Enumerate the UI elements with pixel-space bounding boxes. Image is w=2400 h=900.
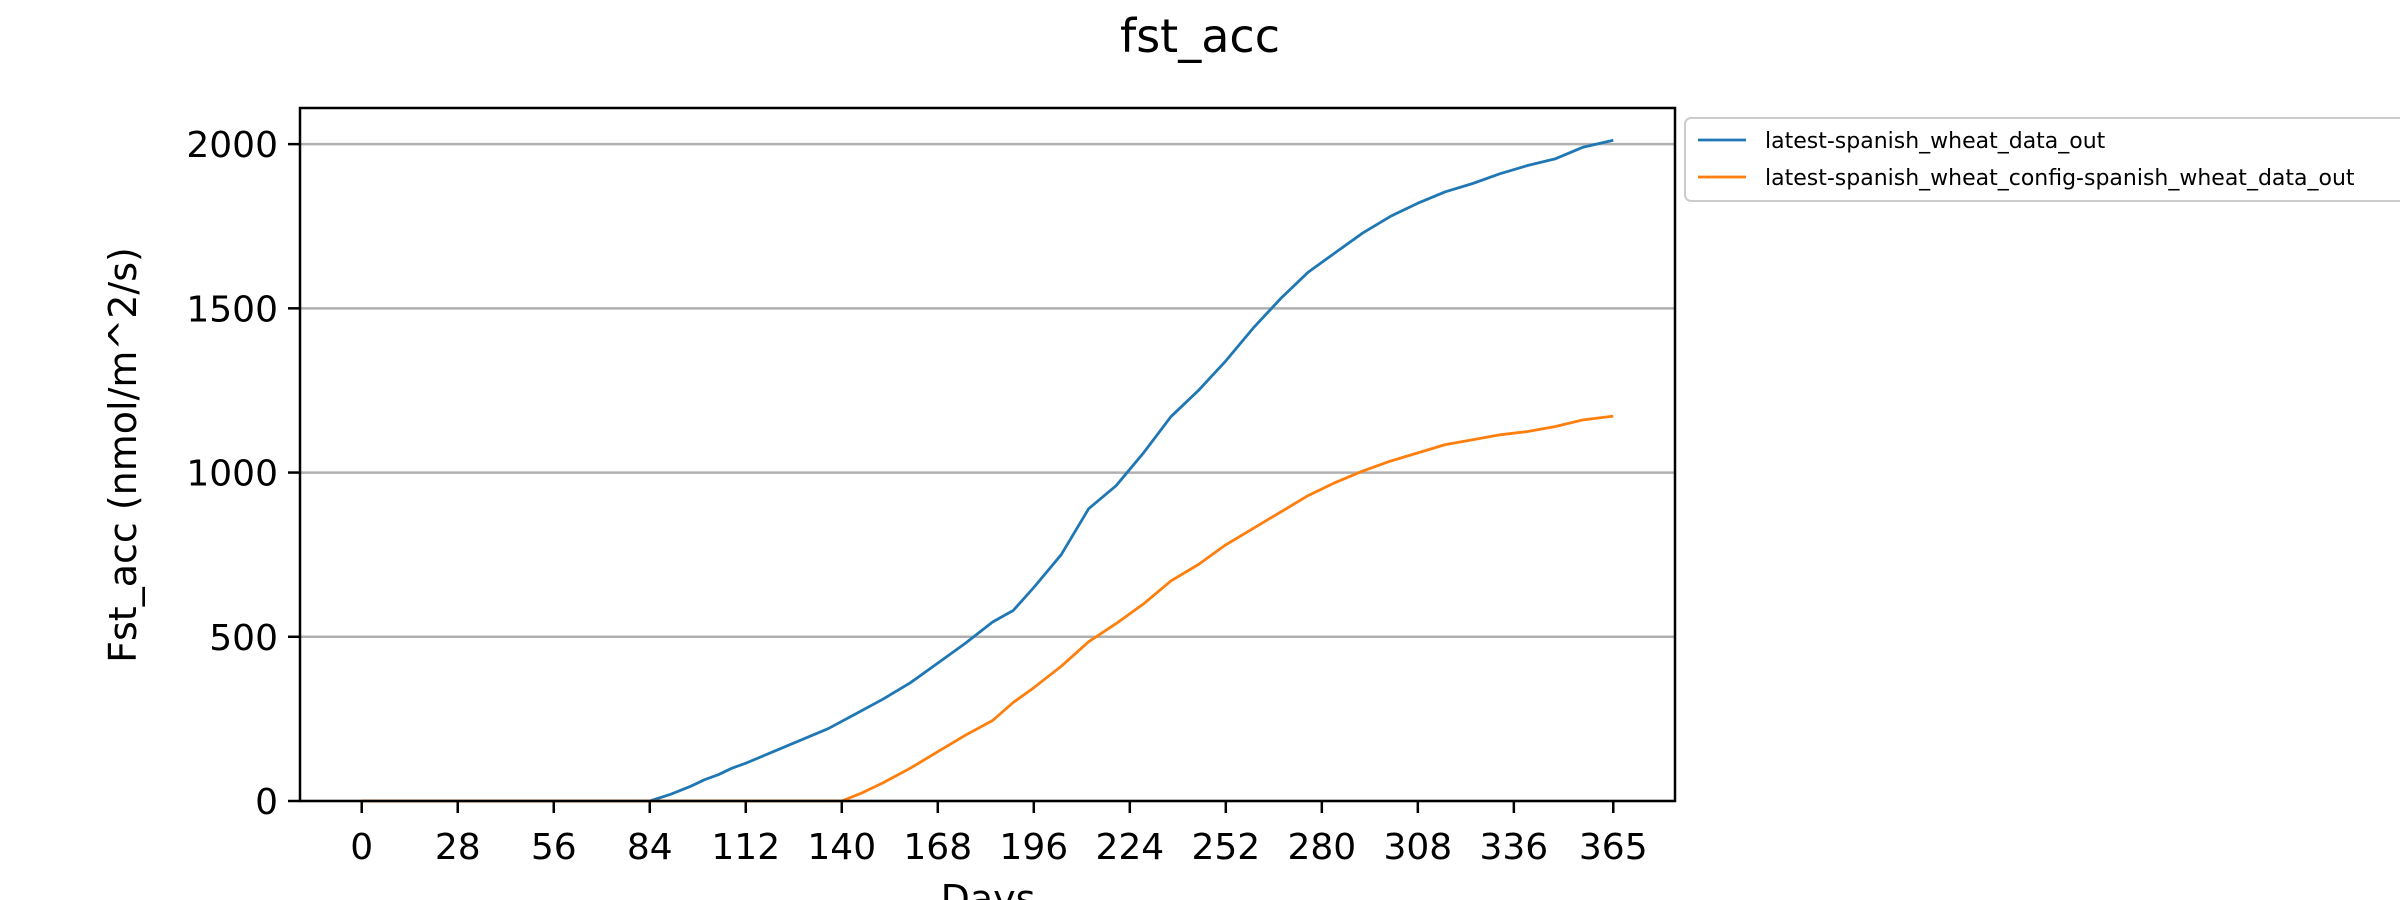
x-tick-label: 308 xyxy=(1383,827,1452,868)
chart-title: fst_acc xyxy=(1120,9,1280,63)
x-tick-label: 84 xyxy=(627,827,673,868)
x-axis: 0 28 56 84 112 140 168 196 224 252 280 308 336 365 xyxy=(350,801,1648,868)
x-tick-label: 0 xyxy=(350,827,373,868)
y-axis: 0 500 1000 1500 2000 xyxy=(186,125,300,823)
y-axis-label: Fst_acc (nmol/m^2/s) xyxy=(101,247,145,663)
y-tick-label: 500 xyxy=(209,618,278,659)
x-tick-label: 168 xyxy=(903,827,972,868)
series-line-1 xyxy=(361,138,1614,803)
legend-frame xyxy=(1684,117,2400,202)
y-tick-label: 0 xyxy=(255,782,278,823)
series-line-2 xyxy=(361,414,1614,803)
x-axis-label: Days xyxy=(941,877,1036,900)
x-tick-label: 336 xyxy=(1479,827,1548,868)
plot-series xyxy=(361,138,1614,803)
x-tick-label: 56 xyxy=(531,827,577,868)
y-tick-label: 1000 xyxy=(186,454,278,495)
x-tick-label: 252 xyxy=(1191,827,1260,868)
legend-label-1: latest-spanish_wheat_data_out xyxy=(1765,129,2106,154)
legend-label-2: latest-spanish_wheat_config-spanish_whea… xyxy=(1765,166,2355,191)
x-tick-label: 28 xyxy=(435,827,481,868)
x-tick-label: 196 xyxy=(999,827,1068,868)
x-tick-label: 280 xyxy=(1287,827,1356,868)
grid-lines xyxy=(300,142,1675,803)
x-tick-label: 140 xyxy=(807,827,876,868)
plot-area-frame xyxy=(298,106,1677,803)
x-tick-label: 224 xyxy=(1095,827,1164,868)
x-tick-label: 112 xyxy=(711,827,780,868)
y-tick-label: 1500 xyxy=(186,289,278,330)
legend: latest-spanish_wheat_data_out latest-span… xyxy=(1684,117,2400,202)
y-tick-label: 2000 xyxy=(186,125,278,166)
x-tick-label: 365 xyxy=(1579,827,1648,868)
